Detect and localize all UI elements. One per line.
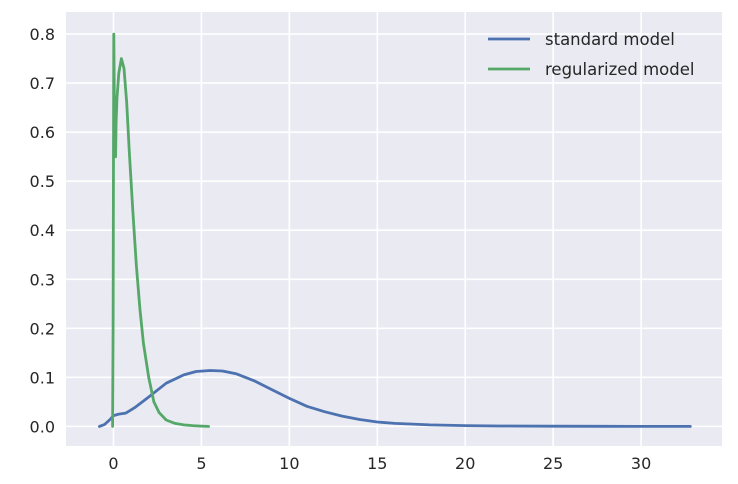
y-tick-label: 0.0 <box>30 417 55 436</box>
x-tick-label: 15 <box>367 454 387 473</box>
legend-label: regularized model <box>545 60 694 79</box>
grid-lines <box>66 12 722 446</box>
y-tick-label: 0.4 <box>30 221 55 240</box>
y-tick-label: 0.2 <box>30 319 55 338</box>
x-axis-ticks: 0 5 10 15 20 25 30 <box>108 454 651 473</box>
x-tick-label: 10 <box>279 454 299 473</box>
y-tick-label: 0.7 <box>30 74 55 93</box>
y-tick-label: 0.3 <box>30 270 55 289</box>
legend: standard model regularized model <box>488 30 694 79</box>
legend-label: standard model <box>545 30 675 49</box>
y-tick-label: 0.6 <box>30 123 55 142</box>
series-line-standard-model <box>98 369 692 428</box>
y-tick-label: 0.5 <box>30 172 55 191</box>
y-tick-label: 0.8 <box>30 25 55 44</box>
x-tick-label: 30 <box>631 454 651 473</box>
x-tick-label: 25 <box>543 454 563 473</box>
y-tick-label: 0.1 <box>30 368 55 387</box>
x-tick-label: 5 <box>196 454 206 473</box>
x-tick-label: 20 <box>455 454 475 473</box>
series-line-regularized-model <box>111 32 210 428</box>
plot-background <box>66 12 722 446</box>
x-tick-label: 0 <box>108 454 118 473</box>
y-axis-ticks: 0.0 0.1 0.2 0.3 0.4 0.5 0.6 0.7 0.8 <box>30 25 55 436</box>
series-layer <box>98 32 692 428</box>
